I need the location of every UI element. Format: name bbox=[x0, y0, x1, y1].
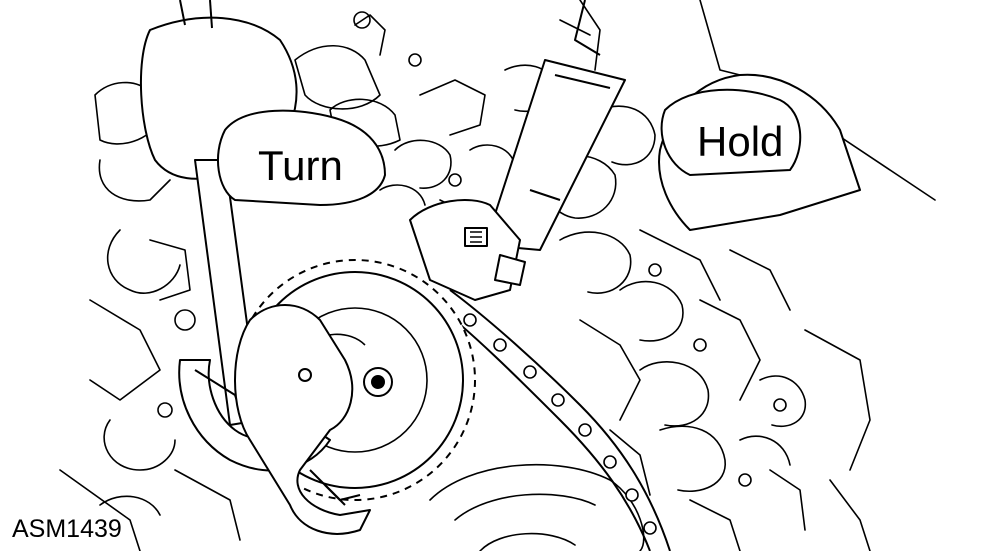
hold-label: Hold bbox=[697, 118, 784, 165]
turn-label: Turn bbox=[258, 142, 343, 189]
holding-wrench bbox=[409, 0, 626, 301]
label-balloons bbox=[217, 88, 802, 207]
timing-chain bbox=[429, 289, 671, 551]
figure-code: ASM1439 bbox=[12, 515, 122, 543]
sprocket-holding-tool bbox=[234, 304, 371, 535]
engine-background-detail bbox=[59, 0, 936, 551]
